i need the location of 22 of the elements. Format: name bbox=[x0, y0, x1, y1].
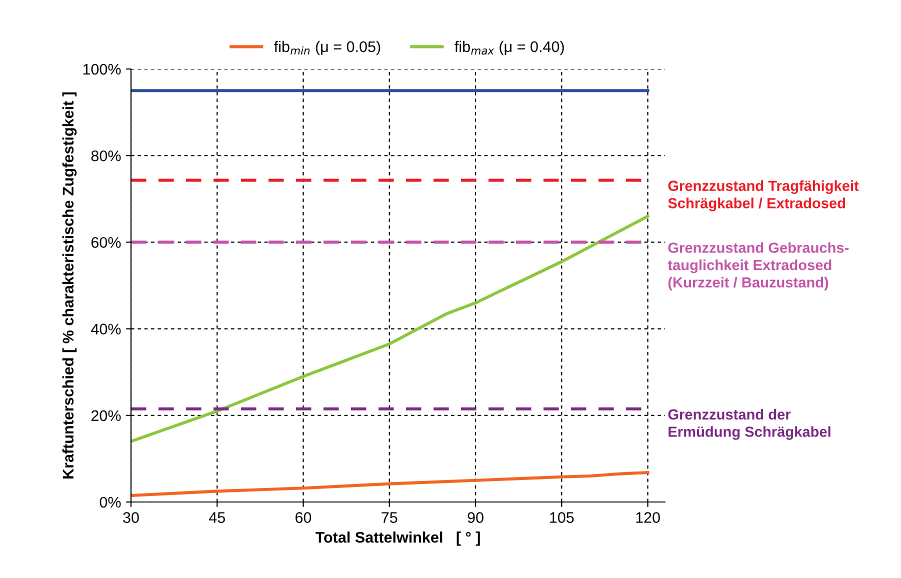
y-tick-label: 60% bbox=[91, 237, 121, 248]
ref-line-label: Grenzzustand Gebrauchs- tauglichkeit Extradosed (Kurzzeit / Bauzustand) bbox=[668, 242, 849, 290]
line-series bbox=[131, 214, 650, 443]
x-tick-label: 105 bbox=[550, 512, 574, 523]
y-tick-label: 80% bbox=[91, 150, 121, 162]
x-tick-label: 120 bbox=[636, 512, 660, 523]
x-tick-label: 75 bbox=[382, 512, 398, 523]
y-tick-label: 40% bbox=[91, 324, 121, 334]
y-tick-label: 100% bbox=[83, 64, 121, 75]
x-tick-label: 60 bbox=[296, 512, 312, 523]
ref-line-label: Grenzzustand der Ermüdung Schrägkabel bbox=[668, 408, 830, 440]
x-tick-label: 90 bbox=[468, 512, 484, 523]
legend-label: fib$_{max}$ (μ = 0.40) bbox=[454, 40, 564, 56]
y-axis-title: Kraftunterschied [ % charakteristische Zugfestigkeit ] bbox=[62, 92, 77, 478]
y-tick-label: 20% bbox=[91, 410, 121, 422]
line-series bbox=[131, 471, 650, 498]
y-tick-label: 0% bbox=[100, 496, 121, 508]
x-axis-title: Total Sattelwinkel [ ° ] bbox=[315, 532, 480, 546]
x-tick-label: 30 bbox=[123, 512, 139, 523]
ref-line-label: Grenzzustand Tragfähigkeit Schrägkabel / Extradosed bbox=[668, 180, 859, 212]
x-tick-label: 45 bbox=[208, 512, 225, 523]
legend-label: fib$_{min}$ (μ = 0.05) bbox=[274, 40, 380, 56]
